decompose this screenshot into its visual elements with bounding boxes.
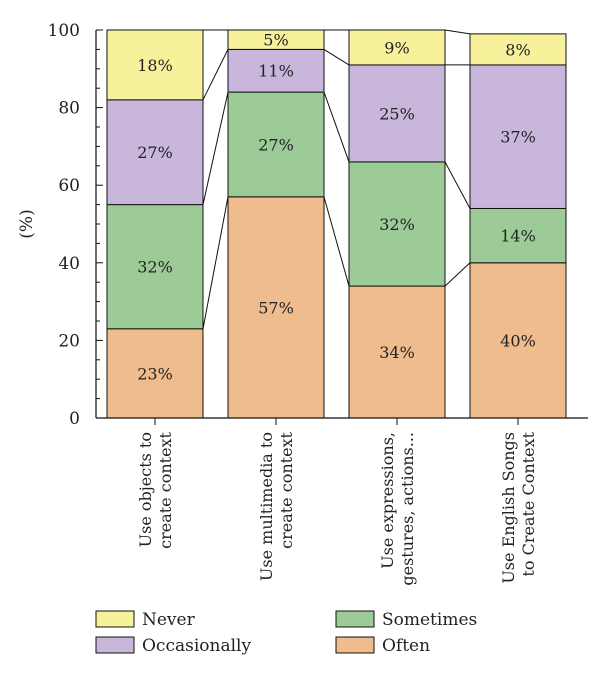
bar-segment-never-4 [469,33,567,66]
legend-swatch-occasionally [95,636,135,654]
legend-swatch-often [335,636,375,654]
data-label-never-2: 5% [263,31,288,50]
bars-layer [106,29,567,419]
category-label-1: Use objects to create context [136,431,175,548]
data-label-occasionally-1: 27% [137,143,173,162]
bar-segment-occasionally-3 [348,64,446,163]
bar-segment-sometimes-2 [227,91,325,198]
y-tick-label-80: 80 [58,99,80,119]
bar-segment-sometimes-3 [348,161,446,287]
legend-label-sometimes: Sometimes [382,610,477,630]
data-label-never-3: 9% [384,38,409,57]
connector-line-3-4 [444,29,471,35]
data-labels-layer: 23% 32% 27% 18% 57% 27% 11% 5% 34% 32% 25% 9% 40% 14%… [137,31,536,384]
connector-line-3-1 [444,262,471,287]
category-label-2-line-2: create context [277,431,296,548]
category-label-1-line-2: create context [156,431,175,548]
y-axis-label: (%) [17,209,37,238]
connectors-layer [202,29,471,329]
legend-swatch-sometimes [335,610,375,628]
connector-line-1-3 [202,49,229,101]
data-label-never-1: 18% [137,56,173,75]
data-label-often-4: 40% [500,331,536,350]
legend: Never Sometimes Occasionally Often [95,610,477,656]
legend-label-often: Often [382,636,430,656]
y-tick-label-100: 100 [48,21,80,41]
y-tick-label-20: 20 [58,331,80,351]
data-label-often-2: 57% [258,298,294,317]
data-label-sometimes-3: 32% [379,215,415,234]
bar-segment-sometimes-4 [469,207,567,264]
connector-line-2-2 [323,91,350,163]
bar-segment-occasionally-4 [469,64,567,209]
data-label-sometimes-2: 27% [258,135,294,154]
bar-segment-often-1 [106,328,204,419]
bar-segment-often-4 [469,262,567,419]
legend-label-never: Never [142,610,196,630]
connector-line-1-1 [202,196,229,329]
category-label-3-line-2: gestures, actions... [398,432,417,586]
data-label-sometimes-1: 32% [137,258,173,277]
bar-segment-never-2 [227,29,325,50]
category-label-2-line-1: Use multimedia to [257,432,276,581]
y-tick-label-0: 0 [69,409,80,429]
category-label-4: Use English Songs to Create Context [499,431,538,583]
category-label-3-line-1: Use expressions, [378,432,397,569]
category-label-4-line-2: to Create Context [519,431,538,576]
connector-line-1-2 [202,91,229,205]
data-label-often-3: 34% [379,343,415,362]
y-tick-label-60: 60 [58,176,80,196]
bar-segment-occasionally-2 [227,48,325,93]
connector-line-2-1 [323,196,350,287]
data-label-often-1: 23% [137,364,173,383]
category-label-4-line-1: Use English Songs [499,432,518,584]
data-label-occasionally-3: 25% [379,104,415,123]
legend-swatch-never [95,610,135,628]
category-label-2: Use multimedia to create context [257,431,296,581]
bar-segment-never-3 [348,29,446,66]
bar-segment-never-1 [106,29,204,101]
data-label-sometimes-4: 14% [500,227,536,246]
bar-segment-often-2 [227,196,325,419]
category-label-1-line-1: Use objects to [136,432,155,547]
data-label-never-4: 8% [505,40,530,59]
bar-segment-often-3 [348,285,446,419]
category-label-3: Use expressions, gestures, actions... [378,432,417,586]
connector-line-3-2 [444,161,471,209]
data-label-occasionally-2: 11% [258,62,294,81]
y-tick-label-40: 40 [58,254,80,274]
data-label-occasionally-4: 37% [500,128,536,147]
legend-label-occasionally: Occasionally [142,636,251,656]
bar-segment-sometimes-1 [106,204,204,330]
connector-line-2-3 [323,48,350,66]
